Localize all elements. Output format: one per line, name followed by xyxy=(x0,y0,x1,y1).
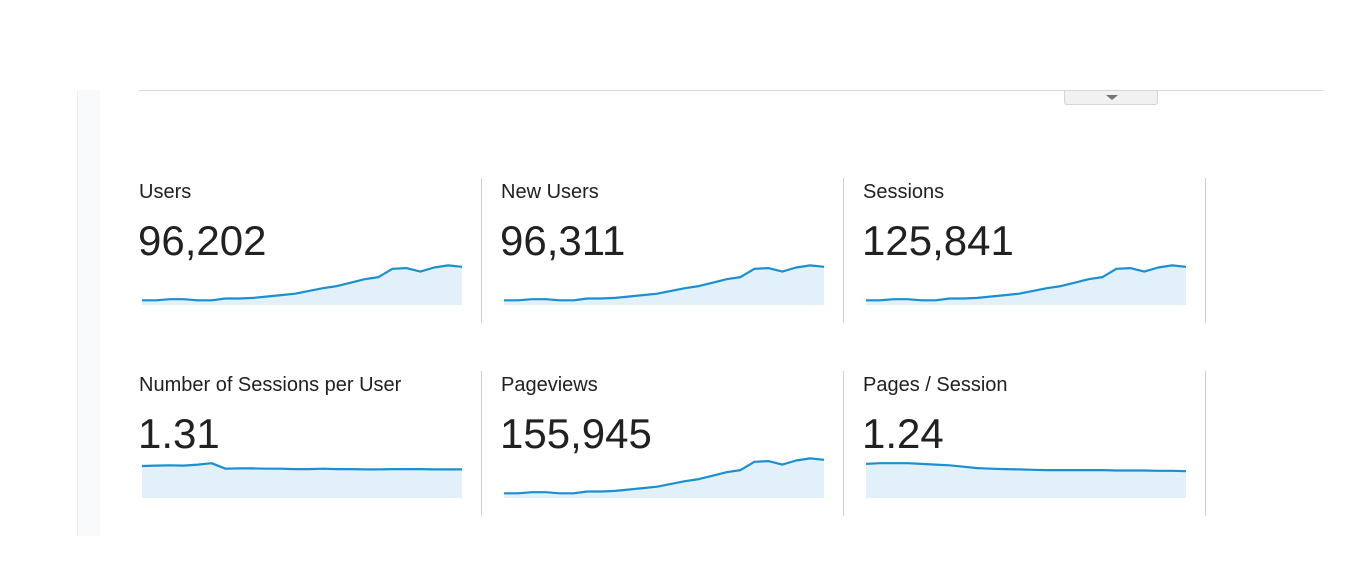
sparkline-line xyxy=(142,264,463,302)
sparkline-chart xyxy=(504,457,825,498)
metric-divider xyxy=(843,371,844,516)
metric-card-pageviews[interactable]: Pageviews 155,945 xyxy=(500,371,844,516)
metric-label: Pages / Session xyxy=(863,374,1008,396)
metric-card-sessions-per-user[interactable]: Number of Sessions per User 1.31 xyxy=(138,371,482,516)
metric-divider xyxy=(1205,371,1206,516)
sparkline-chart xyxy=(865,462,1187,498)
metric-value: 1.24 xyxy=(862,410,944,457)
sparkline-line xyxy=(866,264,1187,302)
metric-card-sessions[interactable]: Sessions 125,841 xyxy=(862,178,1206,323)
metric-value: 155,945 xyxy=(500,410,652,457)
sparkline-line xyxy=(504,457,825,495)
metric-value: 1.31 xyxy=(138,410,220,457)
metric-card-users[interactable]: Users 96,202 xyxy=(138,178,482,323)
sparkline-chart xyxy=(141,462,462,498)
sparkline-line xyxy=(865,462,1187,473)
metric-divider xyxy=(843,178,844,323)
caret-down-icon xyxy=(1106,95,1118,100)
metric-card-new-users[interactable]: New Users 96,311 xyxy=(500,178,844,323)
metric-divider xyxy=(1205,178,1206,323)
sparkline-line xyxy=(141,462,462,471)
metric-divider xyxy=(481,371,482,516)
metric-label: Pageviews xyxy=(501,374,598,396)
metric-label: New Users xyxy=(501,181,599,203)
metric-value: 125,841 xyxy=(862,217,1014,264)
metric-value: 96,202 xyxy=(138,217,267,264)
metric-label: Users xyxy=(139,181,192,203)
metric-dropdown-button[interactable] xyxy=(1064,91,1158,105)
metric-value: 96,311 xyxy=(500,217,626,264)
left-rail xyxy=(77,90,100,536)
sparkline-area xyxy=(866,463,1186,498)
sparkline-chart xyxy=(866,264,1187,305)
metric-divider xyxy=(481,178,482,323)
sparkline-chart xyxy=(142,264,463,305)
sparkline-chart xyxy=(504,264,825,305)
sparkline-area xyxy=(142,463,462,498)
metric-label: Sessions xyxy=(863,181,945,203)
metric-label: Number of Sessions per User xyxy=(139,374,402,396)
section-divider xyxy=(139,90,1323,91)
metric-card-pages-per-session[interactable]: Pages / Session 1.24 xyxy=(862,371,1206,516)
sparkline-line xyxy=(504,264,825,302)
